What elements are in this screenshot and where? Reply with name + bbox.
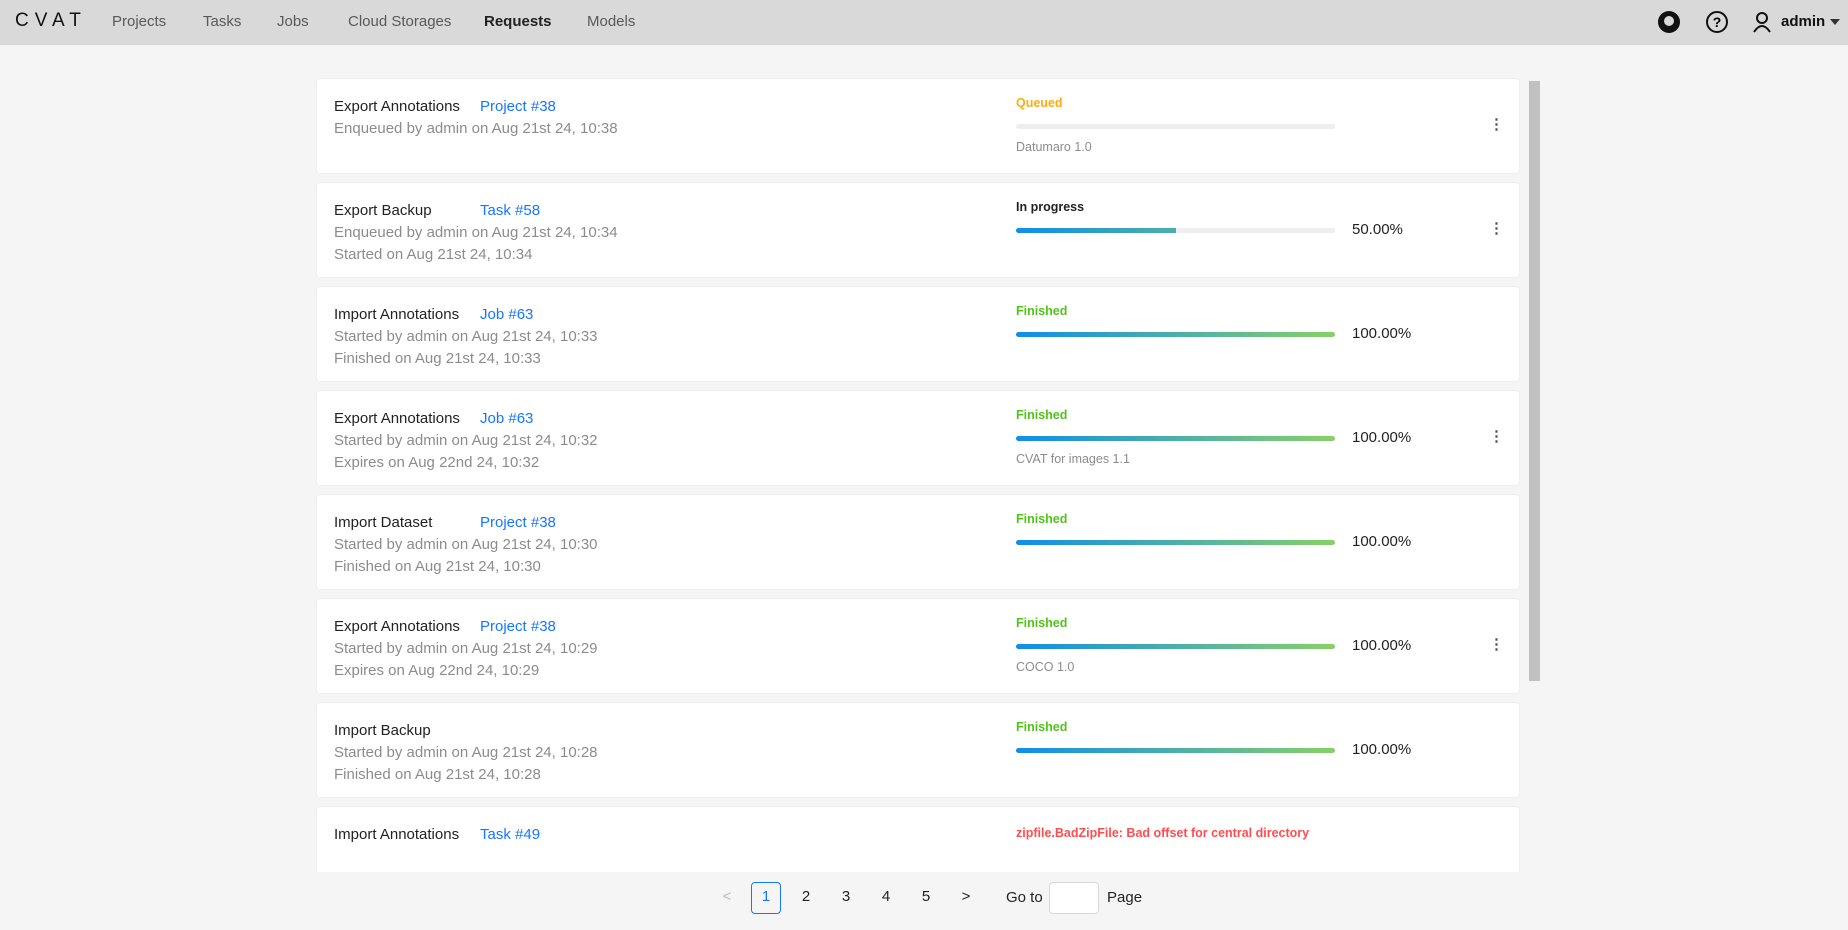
progress-label: 100.00% [1352,429,1412,446]
progress-fill [1016,644,1335,649]
status: In progress [1016,200,1085,214]
user-caret [1830,19,1840,25]
request-info: Started on Aug 21st 24, 10:34 [334,246,533,263]
request-list: Export Annotations Project #38 Enqueued by… [316,73,1522,872]
menu-button[interactable]: ⋮ [1489,220,1504,237]
menu-button[interactable]: ⋮ [1489,116,1504,133]
request-card: Export Backup Task #58 Enqueued by admin o… [316,182,1520,278]
request-info: Expires on Aug 22nd 24, 10:29 [334,662,540,679]
operation: Export Annotations [334,410,460,427]
prev-button[interactable]: < [722,888,732,905]
progress-track [1016,644,1335,649]
header: CVAT ? admin Projects Tasks Jobs Cloud Stor… [0,0,1848,45]
operation: Import Annotations [334,826,460,843]
progress-track [1016,748,1335,753]
operation: Export Backup [334,202,432,219]
status: zipfile.BadZipFile: Bad offset for centr… [1016,826,1310,840]
target-link[interactable]: Job #63 [480,306,534,323]
goto-label: Go to [1006,889,1043,906]
request-info: Started by admin on Aug 21st 24, 10:33 [334,328,598,345]
scroll-thumb[interactable] [1529,81,1540,681]
target-link[interactable]: Job #63 [480,410,534,427]
nav-item[interactable]: Projects [112,13,167,30]
nav-item[interactable]: Models [587,13,636,30]
page-button[interactable]: 2 [801,888,811,905]
nav-item[interactable]: Tasks [203,13,242,30]
svg-text:?: ? [1713,14,1722,30]
next-button[interactable]: > [961,888,971,905]
request-card: Import Annotations Task #49 Started by adm… [316,806,1520,872]
user-icon[interactable] [1752,11,1772,33]
status: Finished [1016,720,1068,734]
progress-fill [1016,540,1335,545]
request-info: Started by admin on Aug 21st 24, 10:30 [334,536,598,553]
progress-track [1016,436,1335,441]
request-info: Finished on Aug 21st 24, 10:28 [334,766,541,783]
progress-track [1016,124,1335,129]
progress-track [1016,540,1335,545]
nav-item[interactable]: Cloud Storages [348,13,452,30]
request-card: Import Annotations Job #63 Started by admi… [316,286,1520,382]
nav-item[interactable]: Requests [484,13,552,30]
request-info: Expires on Aug 22nd 24, 10:32 [334,454,540,471]
request-info: Started by admin on Aug 21st 24, 10:28 [334,744,598,761]
request-card: Import Backup Started by admin on Aug 21s… [316,702,1520,798]
operation: Import Backup [334,722,431,739]
operation: Export Annotations [334,98,460,115]
user-name[interactable]: admin [1781,13,1826,30]
status: Finished [1016,512,1068,526]
progress-label: 100.00% [1352,637,1412,654]
request-card: Import Dataset Project #38 Started by admi… [316,494,1520,590]
request-info: Enqueued by admin on Aug 21st 24, 10:38 [334,120,618,137]
status: Finished [1016,408,1068,422]
nav-item[interactable]: Jobs [277,13,309,30]
progress-fill [1016,332,1335,337]
progress-fill [1016,228,1176,233]
progress-label: 50.00% [1352,221,1403,238]
page-label: Page [1107,889,1143,906]
progress-fill [1016,436,1335,441]
target-link[interactable]: Project #38 [480,514,556,531]
format: COCO 1.0 [1016,660,1075,674]
request-info: Started by admin on Aug 21st 24, 10:32 [334,432,598,449]
request-info: Finished on Aug 21st 24, 10:30 [334,558,541,575]
operation: Import Annotations [334,306,460,323]
request-card: Export Annotations Job #63 Started by admi… [316,390,1520,486]
github-icon[interactable] [1657,10,1681,34]
status: Finished [1016,616,1068,630]
progress-label: 100.00% [1352,325,1412,342]
help-icon[interactable]: ? [1705,10,1729,34]
progress-track [1016,332,1335,337]
page-button[interactable]: 3 [841,888,851,905]
request-info: Finished on Aug 21st 24, 10:33 [334,350,541,367]
logo[interactable]: CVAT [15,10,87,31]
scrollbar[interactable] [1529,73,1540,872]
request-info: Started by admin on Aug 21st 24, 10:29 [334,640,598,657]
progress-label: 100.00% [1352,533,1412,550]
request-info: Enqueued by admin on Aug 21st 24, 10:34 [334,224,618,241]
progress-track [1016,228,1335,233]
request-info: Started by admin on Aug 15th 24, 12:27 [334,870,598,872]
target-link[interactable]: Task #58 [480,202,541,219]
target-link[interactable]: Task #49 [480,826,541,843]
target-link[interactable]: Project #38 [480,98,556,115]
operation: Import Dataset [334,514,433,531]
format: CVAT for images 1.1 [1016,452,1130,466]
target-link[interactable]: Project #38 [480,618,556,635]
page-button[interactable]: 4 [881,888,891,905]
menu-button[interactable]: ⋮ [1489,636,1504,653]
request-card: Export Annotations Project #38 Enqueued by… [316,78,1520,174]
operation: Export Annotations [334,618,460,635]
menu-button[interactable]: ⋮ [1489,428,1504,445]
status: Queued [1016,96,1063,110]
format: Datumaro 1.0 [1016,140,1092,154]
goto-input[interactable] [1049,882,1099,914]
status: Finished [1016,304,1068,318]
progress-fill [1016,748,1335,753]
progress-label: 100.00% [1352,741,1412,758]
page-button[interactable]: 5 [921,888,931,905]
page-button[interactable]: 1 [751,882,781,914]
request-card: Export Annotations Project #38 Started by … [316,598,1520,694]
